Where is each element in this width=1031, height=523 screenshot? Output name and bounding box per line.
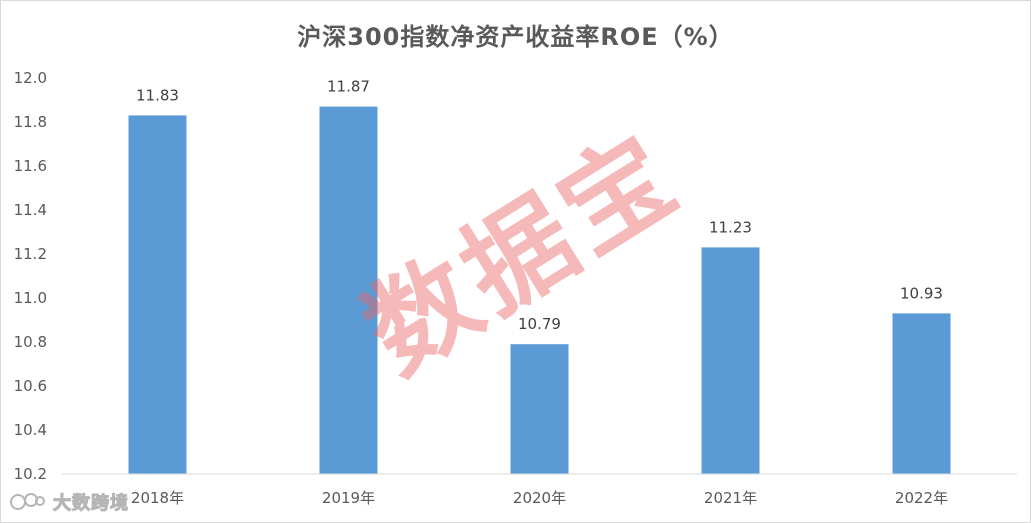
data-label: 10.79	[518, 315, 561, 333]
y-tick-label: 10.2	[14, 465, 47, 483]
y-tick-label: 10.8	[14, 333, 47, 351]
data-labels-group: 11.83 11.87 10.79 11.23 10.93	[136, 78, 943, 334]
bars-group	[128, 106, 951, 475]
data-label: 11.23	[709, 218, 752, 236]
bar-2019年	[319, 106, 378, 474]
bar-2021年	[701, 247, 760, 474]
brand-logo: 大数跨境	[9, 489, 129, 515]
y-tick-label: 11.8	[14, 113, 47, 131]
x-axis-category-labels: 2018年 2019年 2020年 2021年 2022年	[131, 489, 948, 507]
bar-2018年	[128, 115, 187, 475]
y-tick-label: 10.6	[14, 377, 47, 395]
x-category-label: 2021年	[704, 489, 757, 507]
chat-bubble-logo-icon	[9, 491, 47, 513]
bar-2020年	[510, 344, 569, 474]
x-category-label: 2020年	[513, 489, 566, 507]
x-category-label: 2018年	[131, 489, 184, 507]
y-tick-label: 12.0	[14, 69, 47, 87]
data-label: 10.93	[900, 284, 943, 302]
y-tick-label: 11.0	[14, 289, 47, 307]
bar-2022年	[892, 313, 951, 474]
data-label: 11.83	[136, 86, 179, 104]
data-label: 11.87	[327, 78, 370, 96]
x-category-label: 2022年	[895, 489, 948, 507]
y-tick-label: 10.4	[14, 421, 47, 439]
y-tick-label: 11.2	[14, 245, 47, 263]
x-category-label: 2019年	[322, 489, 375, 507]
chart-title: 沪深300指数净资产收益率ROE（%）	[297, 23, 734, 51]
y-tick-label: 11.4	[14, 201, 47, 219]
y-axis-ticks: 10.2 10.4 10.6 10.8 11.0 11.2 11.4 11.6 11.8 12.0	[14, 69, 47, 483]
y-tick-label: 11.6	[14, 157, 47, 175]
brand-text: 大数跨境	[53, 493, 129, 515]
